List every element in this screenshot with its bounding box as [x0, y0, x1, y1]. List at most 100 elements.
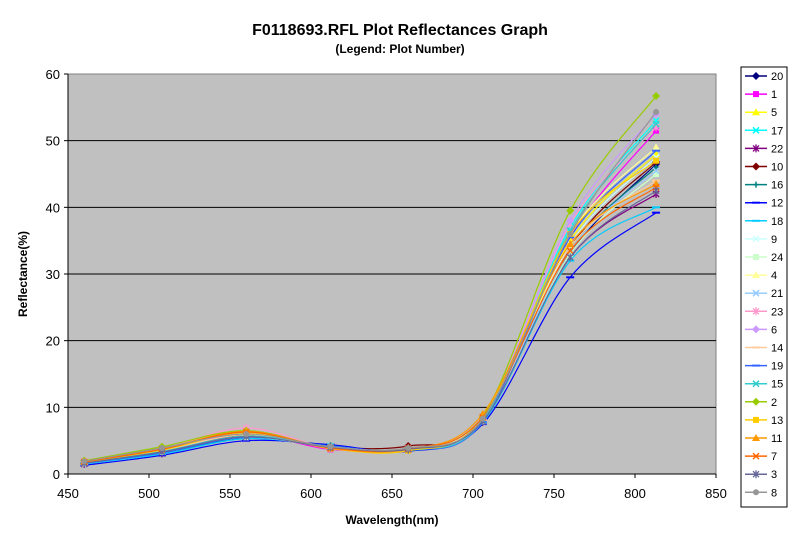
data-point-11 — [566, 240, 575, 247]
x-tick-label: 850 — [705, 486, 727, 501]
legend-item-6: 6 — [745, 324, 777, 336]
legend-label-9: 9 — [771, 234, 777, 246]
series-line-3 — [84, 190, 657, 464]
legend-marker-23 — [752, 307, 760, 316]
legend-marker-18 — [752, 219, 760, 222]
axes: 0 10 20 30 40 50 60 450 500 550 600 650 700 750 800 850 — [46, 67, 727, 501]
legend-item-10: 10 — [745, 162, 783, 174]
legend-label-12: 12 — [771, 198, 783, 210]
legend-marker-15 — [752, 380, 760, 388]
y-tick-label: 0 — [53, 467, 60, 482]
legend-item-18: 18 — [745, 216, 783, 228]
legend-label-3: 3 — [771, 469, 777, 481]
data-point-18 — [652, 206, 661, 209]
legend-label-17: 17 — [771, 125, 783, 137]
legend-label-22: 22 — [771, 143, 783, 155]
legend-marker-6 — [752, 325, 760, 334]
legend-label-4: 4 — [771, 270, 777, 282]
legend-item-12: 12 — [745, 198, 783, 210]
legend-item-22: 22 — [745, 143, 783, 155]
y-axis-label: Reflectance(%) — [16, 231, 30, 317]
legend-box — [740, 66, 788, 508]
y-tick-label: 20 — [46, 334, 60, 349]
legend-item-16: 16 — [745, 180, 783, 192]
legend-label-7: 7 — [771, 451, 777, 463]
x-axis-label: Wavelength(nm) — [346, 513, 439, 527]
legend-marker-11 — [752, 434, 760, 441]
legend-item-2: 2 — [745, 397, 777, 409]
legend-item-1: 1 — [745, 89, 777, 101]
legend-item-8: 8 — [745, 487, 777, 499]
legend-marker-7 — [752, 452, 760, 460]
legend-marker-1 — [753, 91, 759, 98]
legend-item-23: 23 — [745, 306, 783, 318]
x-tick-label: 750 — [543, 486, 565, 501]
legend-item-19: 19 — [745, 361, 783, 373]
y-tick-label: 60 — [46, 67, 60, 82]
legend-marker-8 — [753, 489, 759, 496]
data-point-14 — [566, 246, 575, 249]
legend-label-24: 24 — [771, 252, 783, 264]
legend-label-11: 11 — [771, 433, 782, 445]
y-tick-label: 30 — [46, 267, 60, 282]
x-tick-label: 700 — [462, 486, 484, 501]
series-8 — [81, 109, 660, 465]
y-tick-label: 40 — [46, 200, 60, 215]
data-point-6 — [566, 216, 575, 225]
data-point-12 — [566, 276, 575, 279]
legend-marker-9 — [752, 235, 760, 243]
legend-item-5: 5 — [745, 107, 777, 119]
data-point-4 — [652, 143, 661, 151]
y-tick-label: 50 — [46, 134, 60, 149]
data-point-15 — [652, 120, 660, 128]
data-point-12 — [652, 211, 661, 214]
data-point-3 — [566, 253, 574, 262]
legend-label-2: 2 — [771, 397, 777, 409]
chart-title: F0118693.RFL Plot Reflectances Graph — [252, 22, 548, 39]
legend-item-4: 4 — [745, 270, 777, 282]
legend-marker-4 — [752, 271, 760, 279]
legend-label-1: 1 — [771, 89, 777, 101]
legend-item-17: 17 — [745, 125, 783, 137]
data-point-3 — [652, 186, 660, 195]
data-point-21 — [652, 167, 660, 175]
legend-item-14: 14 — [745, 343, 783, 355]
data-point-8 — [81, 458, 88, 465]
legend-label-20: 20 — [771, 71, 783, 83]
legend-marker-5 — [752, 108, 760, 116]
x-tick-label: 600 — [300, 486, 322, 501]
data-point-19 — [566, 236, 575, 239]
data-point-8 — [327, 443, 334, 450]
x-tick-label: 450 — [57, 486, 79, 501]
legend-label-18: 18 — [771, 216, 783, 228]
data-point-2 — [652, 92, 661, 100]
legend-label-5: 5 — [771, 107, 777, 119]
legend-label-21: 21 — [771, 288, 783, 300]
legend-marker-20 — [752, 72, 760, 80]
legend-label-19: 19 — [771, 361, 783, 373]
legend-label-10: 10 — [771, 162, 783, 174]
chart-subtitle: (Legend: Plot Number) — [335, 42, 464, 56]
legend-label-14: 14 — [771, 343, 783, 355]
legend-marker-24 — [753, 254, 759, 260]
legend-marker-13 — [753, 416, 759, 423]
legend-marker-22 — [752, 144, 760, 153]
data-point-2 — [566, 206, 575, 215]
data-point-8 — [243, 431, 250, 437]
data-point-8 — [567, 231, 574, 237]
y-tick-label: 10 — [46, 400, 60, 415]
legend-marker-16 — [753, 181, 759, 188]
legend-item-13: 13 — [745, 415, 783, 427]
data-point-8 — [405, 445, 412, 451]
series-layer — [80, 92, 661, 468]
x-tick-label: 800 — [624, 486, 646, 501]
legend-item-9: 9 — [745, 234, 777, 246]
data-point-13 — [653, 157, 660, 164]
legend-marker-3 — [752, 470, 760, 479]
legend-item-3: 3 — [745, 469, 777, 481]
gridlines — [68, 140, 716, 408]
x-tick-label: 550 — [219, 486, 241, 501]
